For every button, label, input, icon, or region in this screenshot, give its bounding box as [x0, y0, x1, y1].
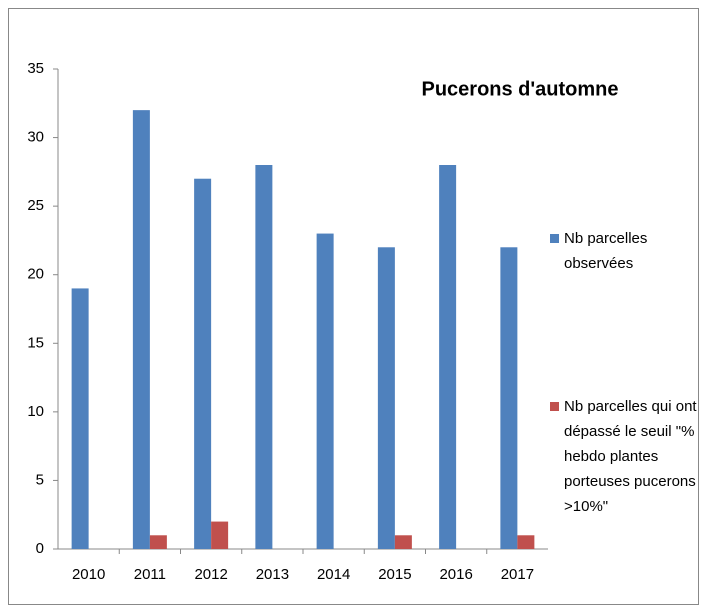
bar [316, 233, 334, 550]
bar [194, 178, 212, 549]
x-tick-label: 2011 [134, 566, 166, 583]
bar [439, 165, 457, 549]
y-tick-label: 35 [27, 60, 44, 77]
bar [500, 247, 518, 550]
y-tick-label: 20 [27, 266, 44, 283]
y-tick-label: 10 [27, 403, 44, 420]
y-tick-label: 5 [36, 471, 44, 488]
legend-swatch [550, 234, 559, 243]
x-tick-label: 2012 [194, 566, 227, 583]
bar [211, 521, 229, 549]
x-tick-label: 2016 [439, 566, 472, 583]
chart-border [8, 8, 699, 605]
legend-label: Nb parcelles observées [564, 230, 648, 272]
legend-item: Nb parcelles observées [550, 226, 707, 276]
legend-swatch [550, 402, 559, 411]
bar [255, 165, 273, 549]
legend-item: Nb parcelles qui ont dépassé le seuil "%… [550, 394, 707, 519]
x-tick-label: 2017 [501, 566, 534, 583]
bar [149, 535, 167, 549]
y-tick-label: 30 [27, 129, 44, 146]
y-tick-label: 0 [36, 540, 44, 557]
x-tick-label: 2013 [256, 566, 289, 583]
bar [71, 288, 89, 549]
x-tick-label: 2014 [317, 566, 350, 583]
bar [377, 247, 395, 550]
bar [517, 535, 535, 549]
y-tick-label: 25 [27, 197, 44, 214]
legend-label: Nb parcelles qui ont dépassé le seuil "%… [564, 398, 697, 515]
x-tick-label: 2010 [72, 566, 105, 583]
x-tick-label: 2015 [378, 566, 411, 583]
bar [394, 535, 412, 549]
chart-title: Pucerons d'automne [421, 78, 618, 100]
y-tick-label: 15 [27, 334, 44, 351]
bar [132, 110, 150, 550]
